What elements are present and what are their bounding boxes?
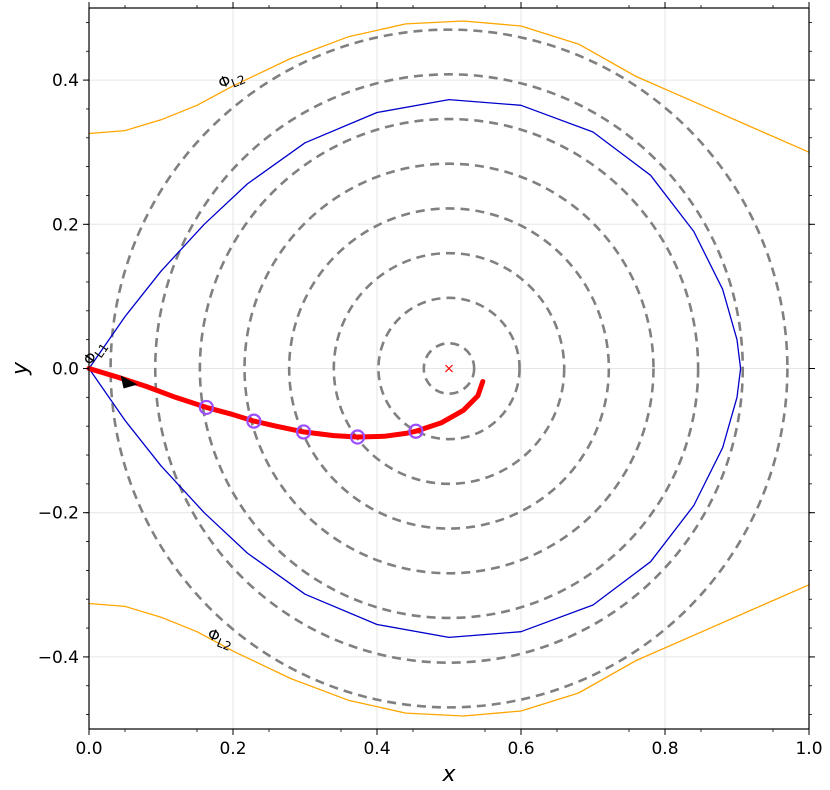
y-tick-label: −0.4	[38, 648, 79, 668]
spiral-ring	[153, 73, 745, 664]
trajectory-marker	[246, 413, 262, 429]
series-phi_L1	[88, 98, 742, 639]
x-tick-label: 0.0	[75, 739, 102, 759]
x-axis-label: x	[441, 762, 456, 787]
ticks: 0.0 0.2 0.4 0.6 0.8 1.0 −0.4 −0.2 0.0 0.2 0.4	[38, 2, 823, 759]
trajectory-marker	[295, 424, 312, 440]
x-tick-label: 0.8	[651, 739, 678, 759]
contour-label: ΦL2	[204, 625, 236, 654]
series-phi_L2_lower	[88, 584, 810, 717]
x-tick-label: 0.4	[363, 739, 390, 759]
series-trajectory	[86, 366, 486, 440]
spiral-ring	[198, 117, 700, 620]
y-axis-label: y	[8, 361, 33, 376]
spiral-ring	[377, 296, 521, 441]
y-tick-label: −0.2	[38, 504, 79, 524]
spiral-ring	[287, 207, 611, 530]
x-tick-label: 1.0	[795, 739, 822, 759]
spiral-ring	[422, 341, 476, 396]
x-tick-label: 0.6	[507, 739, 534, 759]
series-phi_L2_upper	[88, 20, 810, 153]
y-tick-label: 0.0	[52, 360, 79, 380]
trajectory-marker	[408, 423, 424, 439]
spiral-ring	[243, 162, 655, 575]
x-tick-label: 0.2	[219, 739, 246, 759]
y-tick-label: 0.2	[52, 215, 79, 235]
series-lines	[86, 20, 810, 717]
spiral-rings	[109, 28, 789, 709]
center-marker-stroke	[445, 364, 453, 373]
center-marker	[445, 364, 453, 373]
direction-arrow	[120, 375, 138, 389]
trajectory-marker	[198, 399, 214, 416]
y-tick-label: 0.4	[52, 71, 79, 91]
spiral-ring	[109, 28, 789, 709]
spiral-ring	[332, 251, 566, 486]
contour-label: ΦL2	[216, 66, 248, 95]
trajectory-markers	[198, 399, 424, 445]
trajectory-marker	[349, 429, 366, 445]
